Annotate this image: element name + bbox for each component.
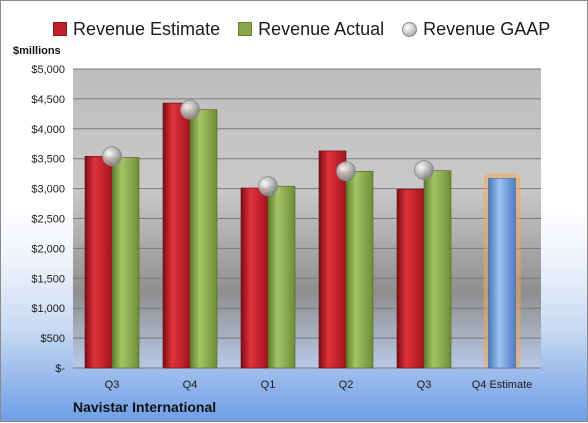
y-tick-label: $3,000 <box>31 184 65 196</box>
bar-revenue-actual <box>111 157 140 369</box>
x-tick-label: Q4 <box>183 379 198 391</box>
legend-label-actual: Revenue Actual <box>258 18 385 39</box>
bar-series <box>84 102 521 369</box>
bar-revenue-estimate <box>318 150 347 369</box>
bar-revenue-actual <box>267 185 296 369</box>
bar-revenue-estimate <box>84 156 113 369</box>
x-tick-label: Q4 Estimate <box>472 379 533 391</box>
y-tick-label: $5,000 <box>31 64 65 76</box>
bar-revenue-actual <box>423 170 452 369</box>
x-tick-label: Q1 <box>261 379 276 391</box>
marker-revenue-gaap <box>336 161 356 182</box>
x-tick-label: Q2 <box>339 379 354 391</box>
y-tick-label: $1,000 <box>31 303 65 315</box>
marker-revenue-gaap <box>414 160 434 180</box>
x-tick-label: Q3 <box>105 379 120 391</box>
bar-revenue-estimate <box>396 188 425 369</box>
y-tick-label: $1,500 <box>31 273 65 285</box>
unit-label: $millions <box>13 45 61 57</box>
bar-revenue-estimate <box>240 187 269 369</box>
y-tick-label: $3,500 <box>31 154 65 166</box>
legend: Revenue Estimate Revenue Actual Revenue … <box>53 17 568 41</box>
marker-revenue-gaap <box>258 176 278 197</box>
gridlines <box>73 68 541 369</box>
legend-item-estimate: Revenue Estimate <box>53 19 220 40</box>
bar-revenue-actual <box>345 170 374 369</box>
y-tick-label: $- <box>55 363 65 375</box>
legend-bubble-gaap <box>402 21 418 37</box>
y-tick-label: $2,000 <box>31 243 65 255</box>
bar-revenue-estimate <box>162 102 191 369</box>
gaap-markers <box>102 99 434 197</box>
x-tick-label: Q3 <box>417 379 432 391</box>
company-name: Navistar International <box>73 399 217 415</box>
legend-item-gaap: Revenue GAAP <box>402 19 550 40</box>
y-tick-label: $2,500 <box>31 214 65 226</box>
x-axis-ticks: Q3 Q4 Q1 Q2 Q3 Q4 Estimate <box>105 379 533 391</box>
y-tick-label: $500 <box>41 333 65 345</box>
y-axis-ticks: $- $500 $1,000 $1,500 $2,000 $2,500 $3,000 $3,5… <box>31 64 65 375</box>
marker-revenue-gaap <box>180 99 200 120</box>
y-tick-label: $4,000 <box>31 124 65 136</box>
legend-label-gaap: Revenue GAAP <box>423 18 551 39</box>
marker-revenue-gaap <box>102 146 122 167</box>
bar-revenue-actual <box>189 109 218 369</box>
y-tick-label: $4,500 <box>31 94 65 106</box>
bar-future-estimate <box>488 178 516 369</box>
legend-label-estimate: Revenue Estimate <box>73 18 221 39</box>
legend-swatch-estimate <box>53 22 67 36</box>
legend-item-actual: Revenue Actual <box>238 19 384 40</box>
legend-swatch-actual <box>238 22 253 36</box>
